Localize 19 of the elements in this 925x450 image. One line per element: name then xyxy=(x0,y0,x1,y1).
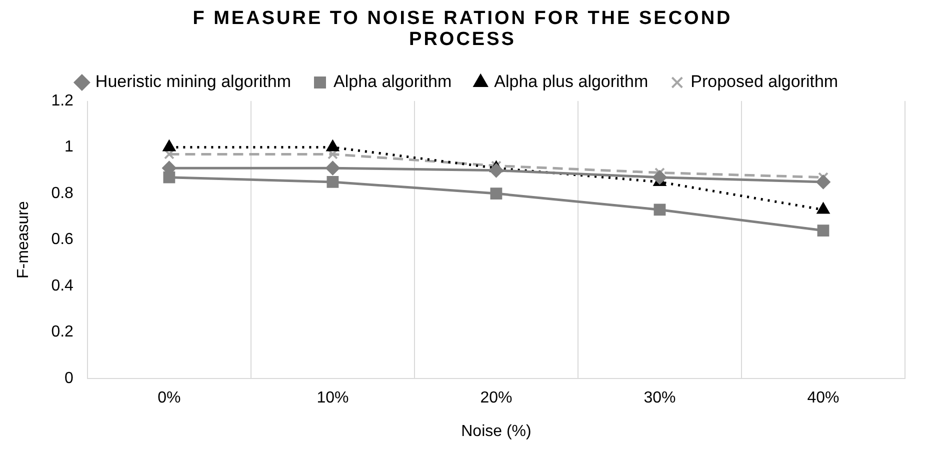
y-tick-label: 0.8 xyxy=(51,184,74,202)
x-tick-label: 40% xyxy=(807,390,840,407)
y-tick-label: 1 xyxy=(64,138,74,156)
legend-label: Hueristic mining algorithm xyxy=(95,72,292,92)
x-tick-label: 10% xyxy=(316,390,349,407)
legend-label: Alpha algorithm xyxy=(334,72,452,92)
legend-label: Alpha plus algorithm xyxy=(494,72,648,92)
y-tick-label: 0 xyxy=(64,370,74,388)
y-tick-label: 0.2 xyxy=(51,324,74,341)
chart-title: F MEASURE TO NOISE RATION FOR THE SECOND PROCESS xyxy=(192,8,734,50)
x-axis-title: Noise (%) xyxy=(461,422,532,440)
y-tick-label: 0.6 xyxy=(51,231,74,248)
x-tick-label: 30% xyxy=(644,390,676,407)
y-tick-label: 0.4 xyxy=(51,277,74,294)
legend-label: Proposed algorithm xyxy=(690,72,838,92)
y-tick-label: 1.2 xyxy=(51,92,74,110)
y-axis-title: F-measure xyxy=(15,201,32,278)
x-tick-label: 20% xyxy=(480,390,512,407)
x-tick-label: 0% xyxy=(158,390,181,407)
